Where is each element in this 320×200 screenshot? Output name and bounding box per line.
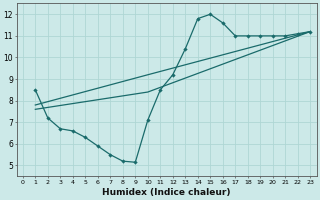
X-axis label: Humidex (Indice chaleur): Humidex (Indice chaleur): [102, 188, 231, 197]
